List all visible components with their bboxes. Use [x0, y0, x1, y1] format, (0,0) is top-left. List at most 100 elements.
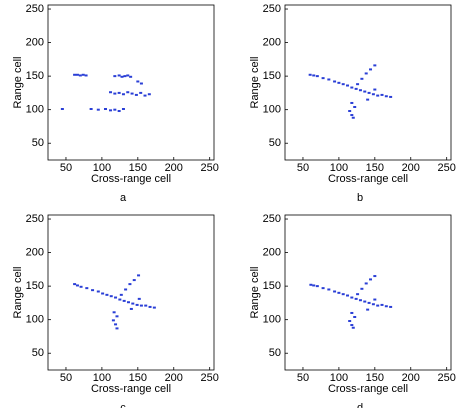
point — [131, 302, 135, 305]
point — [147, 93, 151, 96]
point — [115, 327, 119, 330]
point — [73, 283, 77, 286]
plot-area — [284, 214, 452, 371]
point — [118, 298, 122, 301]
point — [109, 109, 113, 112]
point — [312, 284, 316, 287]
y-tick-label: 150 — [26, 70, 44, 82]
point — [75, 73, 79, 76]
point — [124, 288, 128, 291]
point — [117, 91, 121, 94]
point — [337, 81, 341, 84]
point — [376, 94, 380, 97]
x-tick-label: 50 — [297, 372, 309, 384]
point — [354, 297, 358, 300]
point — [120, 75, 124, 78]
point — [380, 303, 384, 306]
point — [129, 75, 133, 78]
point — [371, 93, 375, 96]
point — [364, 282, 368, 285]
point — [373, 88, 377, 91]
point — [123, 75, 127, 78]
point — [351, 116, 355, 119]
point — [114, 323, 118, 326]
point — [327, 288, 331, 291]
caption: b — [357, 192, 363, 204]
point — [312, 74, 316, 77]
point — [152, 306, 156, 309]
point — [350, 324, 354, 327]
x-tick-label: 150 — [129, 372, 147, 384]
point — [109, 91, 113, 94]
point — [112, 311, 116, 314]
point — [315, 75, 319, 78]
point — [371, 303, 375, 306]
point — [117, 74, 121, 77]
point — [75, 284, 79, 287]
point — [136, 80, 140, 83]
x-axis-label: Cross-range cell — [328, 173, 408, 185]
point — [144, 304, 148, 307]
x-tick-label: 150 — [366, 162, 384, 174]
point — [333, 80, 337, 83]
point — [126, 74, 130, 77]
x-tick-label: 50 — [297, 162, 309, 174]
point — [139, 91, 143, 94]
y-tick-label: 50 — [32, 137, 44, 149]
point — [360, 287, 364, 290]
point — [103, 108, 107, 111]
point — [121, 108, 125, 111]
x-tick-label: 100 — [330, 162, 348, 174]
point — [139, 82, 143, 85]
point — [96, 290, 100, 293]
point — [119, 293, 123, 296]
point — [348, 110, 352, 113]
point — [79, 285, 83, 288]
point — [81, 73, 85, 76]
y-tick-label: 200 — [26, 36, 44, 48]
point — [89, 108, 93, 111]
point — [113, 108, 117, 111]
caption: d — [357, 402, 363, 408]
point — [113, 75, 117, 78]
point — [78, 74, 82, 77]
y-tick-label: 50 — [32, 347, 44, 359]
y-tick-label: 100 — [263, 314, 281, 326]
y-tick-label: 150 — [263, 280, 281, 292]
x-tick-label: 200 — [165, 162, 183, 174]
point — [135, 303, 139, 306]
point — [373, 275, 377, 278]
point — [126, 301, 130, 304]
point — [126, 91, 130, 94]
point — [384, 95, 388, 98]
x-tick-label: 250 — [438, 162, 456, 174]
point — [134, 93, 138, 96]
point — [366, 308, 370, 311]
point — [308, 73, 312, 76]
point — [109, 295, 113, 298]
plot-area — [284, 4, 452, 161]
x-tick-label: 100 — [330, 372, 348, 384]
point — [129, 307, 133, 310]
point — [350, 86, 354, 89]
point — [367, 301, 371, 304]
point — [363, 300, 367, 303]
point — [148, 305, 152, 308]
point — [350, 296, 354, 299]
x-tick-label: 150 — [366, 372, 384, 384]
y-tick-label: 150 — [26, 280, 44, 292]
point — [321, 287, 325, 290]
point — [376, 304, 380, 307]
caption: a — [120, 192, 127, 204]
point — [358, 299, 362, 302]
y-tick-label: 100 — [26, 104, 44, 116]
y-tick-label: 250 — [263, 3, 281, 15]
x-tick-label: 50 — [60, 372, 72, 384]
y-tick-label: 200 — [263, 36, 281, 48]
point — [380, 93, 384, 96]
caption: c — [120, 402, 126, 408]
point — [105, 293, 109, 296]
point — [91, 289, 95, 292]
point — [337, 291, 341, 294]
